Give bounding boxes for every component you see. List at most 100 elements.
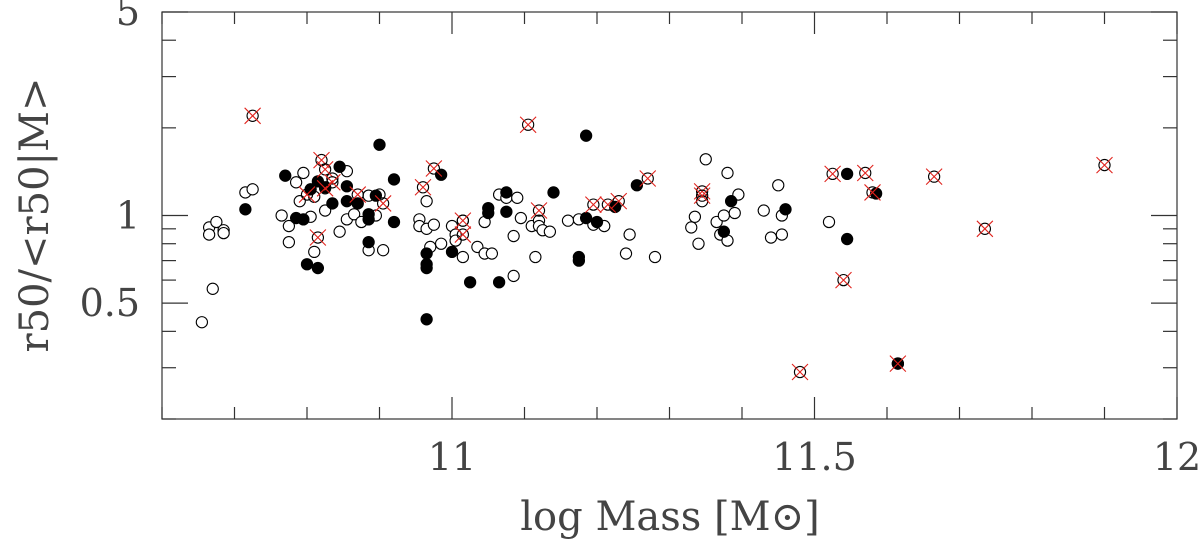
- open-point: [420, 195, 433, 208]
- open-point: [728, 206, 741, 220]
- flagged-point-cross: [530, 202, 548, 219]
- filled-point: [420, 313, 433, 326]
- open-point: [757, 204, 770, 217]
- open-point: [507, 229, 520, 243]
- flagged-point-cross: [1096, 156, 1113, 174]
- filled-point: [463, 276, 477, 289]
- filled-point: [362, 213, 375, 226]
- open-point: [514, 211, 528, 225]
- flagged-point-cross: [639, 170, 657, 187]
- flagged-point-cross: [889, 355, 907, 372]
- flagged-point-circle: [532, 204, 546, 217]
- open-point: [333, 225, 346, 238]
- flagged-point-circle: [837, 273, 850, 287]
- open-point: [217, 226, 230, 240]
- open-point: [764, 231, 778, 244]
- open-point: [246, 183, 259, 196]
- open-point: [648, 250, 662, 264]
- flagged-point: [856, 164, 874, 182]
- filled-point: [373, 138, 386, 151]
- flagged-point: [530, 202, 548, 219]
- flagged-point-cross: [610, 192, 628, 210]
- filled-point: [387, 215, 401, 229]
- filled-point: [840, 232, 854, 246]
- y-tick-label: 1: [116, 194, 140, 238]
- filled-point: [724, 195, 738, 208]
- filled-point: [340, 180, 354, 193]
- open-point: [206, 282, 219, 295]
- flagged-point-circle: [326, 176, 339, 189]
- open-point: [543, 225, 557, 238]
- flagged-point: [976, 220, 994, 238]
- flagged-point-cross: [976, 220, 994, 238]
- flagged-point: [454, 226, 472, 243]
- flagged-point-circle: [456, 214, 470, 227]
- filled-point: [311, 261, 325, 275]
- filled-point: [387, 173, 401, 186]
- filled-point: [434, 168, 448, 181]
- open-point: [289, 176, 303, 189]
- filled-point: [630, 179, 644, 192]
- y-tick-label: 0.5: [80, 281, 140, 325]
- filled-point: [239, 203, 252, 216]
- open-point: [507, 269, 520, 283]
- open-point: [347, 208, 361, 221]
- flagged-point-cross: [864, 184, 881, 201]
- flagged-point-cross: [856, 164, 874, 182]
- flagged-point-circle: [427, 162, 441, 175]
- open-point: [282, 235, 296, 249]
- open-point: [717, 209, 731, 222]
- flagged-point-cross: [925, 168, 943, 186]
- filled-point: [326, 197, 339, 210]
- filled-point: [279, 169, 292, 182]
- open-point: [449, 234, 462, 247]
- flagged-point: [925, 168, 943, 186]
- flagged-point-circle: [978, 222, 992, 235]
- filled-point: [579, 211, 593, 225]
- flagged-point-circle: [416, 181, 430, 194]
- flagged-point-circle: [866, 186, 879, 199]
- filled-point: [547, 186, 560, 199]
- open-point: [721, 166, 734, 180]
- flagged-point: [374, 195, 392, 212]
- x-tick-label: 11: [428, 435, 476, 479]
- open-point: [561, 214, 575, 227]
- flagged-point-circle: [246, 109, 259, 122]
- open-point: [427, 218, 441, 231]
- filled-point: [482, 206, 495, 220]
- filled-point: [590, 215, 604, 229]
- flagged-point-cross: [693, 187, 711, 205]
- filled-point: [297, 213, 310, 226]
- filled-point: [300, 258, 314, 271]
- open-point: [485, 247, 499, 260]
- flagged-point-circle: [612, 195, 625, 208]
- flagged-point: [323, 173, 341, 191]
- flagged-point-cross: [323, 173, 341, 191]
- filled-point: [351, 197, 364, 210]
- open-point: [511, 191, 524, 204]
- open-point: [772, 179, 785, 192]
- flagged-point-cross: [244, 107, 262, 125]
- flagged-point: [693, 187, 711, 205]
- open-point: [202, 228, 216, 241]
- flagged-point: [349, 186, 367, 203]
- filled-point: [500, 186, 513, 199]
- filled-point: [579, 129, 593, 142]
- flagged-point-cross: [313, 151, 330, 169]
- flagged-point-circle: [587, 198, 600, 211]
- x-tick-label: 11.5: [772, 435, 857, 479]
- filled-point: [840, 167, 854, 181]
- open-point: [688, 210, 702, 223]
- open-point: [619, 247, 633, 260]
- flagged-point: [791, 363, 809, 381]
- flagged-point: [1096, 156, 1113, 174]
- filled-point: [420, 261, 433, 275]
- open-point: [308, 245, 321, 259]
- flagged-point-cross: [835, 271, 852, 289]
- y-tick-label: 5: [116, 0, 140, 34]
- flagged-point: [864, 184, 881, 201]
- flagged-point-circle: [311, 231, 325, 244]
- open-point: [210, 215, 223, 229]
- flagged-point-circle: [695, 185, 709, 198]
